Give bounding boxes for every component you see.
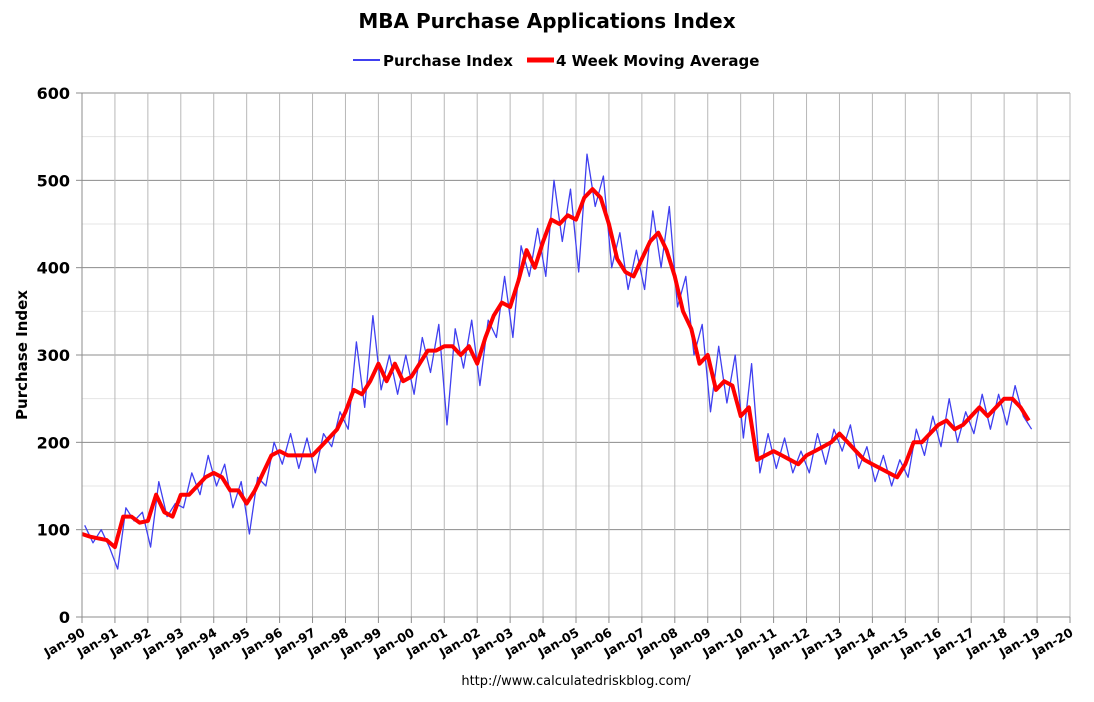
legend: Purchase Index 4 Week Moving Average (353, 52, 759, 70)
series-layer (81, 153, 1033, 570)
y-tick-label: 0 (59, 608, 70, 627)
series-moving-average (81, 187, 1031, 550)
legend-label-purchase-index: Purchase Index (383, 52, 513, 70)
axes: 0100200300400500600Jan-90Jan-91Jan-92Jan… (37, 84, 1076, 660)
legend-label-moving-average: 4 Week Moving Average (556, 52, 759, 70)
series-purchase-index (84, 153, 1033, 570)
y-tick-label: 500 (37, 171, 70, 190)
source-text: http://www.calculatedriskblog.com/ (461, 674, 691, 689)
chart-title: MBA Purchase Applications Index (358, 9, 735, 33)
y-tick-label: 100 (37, 521, 70, 540)
y-tick-label: 600 (37, 84, 70, 103)
y-tick-label: 300 (37, 346, 70, 365)
y-axis-label: Purchase Index (13, 290, 31, 420)
grid (82, 92, 1071, 617)
y-tick-label: 400 (37, 259, 70, 278)
y-tick-label: 200 (37, 433, 70, 452)
